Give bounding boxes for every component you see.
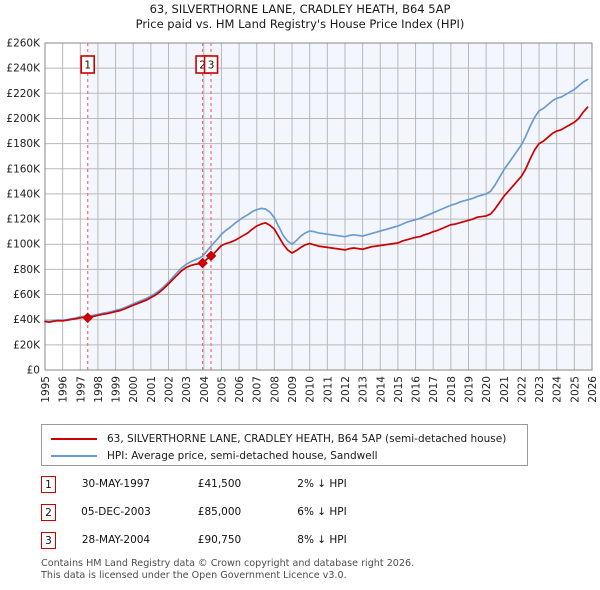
transaction-index-badge: 1 (41, 475, 56, 493)
x-axis-tick-label: 2015 (393, 376, 405, 403)
sale-marker-badge[interactable]: 1 (80, 55, 96, 74)
x-axis-tick-label: 2021 (499, 376, 511, 403)
copyright-footer: Contains HM Land Registry data © Crown c… (41, 558, 561, 581)
title-line-2: Price paid vs. HM Land Registry's House … (135, 17, 465, 31)
transaction-date: 30-MAY-1997 (81, 478, 151, 490)
sale-point-marker[interactable] (205, 250, 217, 262)
x-axis-tick-label: 2025 (569, 376, 581, 403)
x-axis-tick-label: 1999 (111, 376, 123, 403)
transaction-index-badge: 3 (41, 531, 56, 549)
x-axis-tick-label: 2018 (446, 376, 458, 403)
transaction-hpi-delta: 6% ↓ HPI (297, 506, 347, 518)
y-axis-tick-label: £100K (6, 239, 41, 251)
x-axis-tick-label: 2016 (411, 376, 423, 403)
y-axis-tick-label: £20K (13, 339, 41, 351)
series-line-price-paid (44, 106, 589, 324)
x-axis-tick-label: 2008 (269, 376, 281, 403)
table-row[interactable]: 3 28-MAY-2004 £90,750 8% ↓ HPI (41, 526, 561, 554)
x-axis-tick-label: 2023 (534, 376, 546, 403)
y-axis-tick-label: £180K (6, 138, 41, 150)
transaction-date: 05-DEC-2003 (81, 506, 151, 518)
legend-item-price-paid: 63, SILVERTHORNE LANE, CRADLEY HEATH, B6… (42, 430, 527, 447)
transaction-price: £85,000 (197, 506, 242, 518)
x-axis-tick-label: 2022 (516, 376, 528, 403)
table-row[interactable]: 1 30-MAY-1997 £41,500 2% ↓ HPI (41, 470, 561, 498)
y-axis-tick-label: £140K (6, 188, 41, 200)
x-axis-tick-label: 2020 (481, 376, 493, 403)
transactions-table: 1 30-MAY-1997 £41,500 2% ↓ HPI 2 05-DEC-… (41, 470, 561, 554)
y-axis-tick-label: £0 (27, 365, 40, 377)
transaction-date: 28-MAY-2004 (81, 534, 151, 546)
footer-line-1: Contains HM Land Registry data © Crown c… (41, 558, 415, 569)
x-axis-tick-label: 2014 (375, 376, 387, 403)
y-axis-tick-label: £200K (6, 113, 41, 125)
y-axis-tick-label: £40K (13, 314, 41, 326)
sale-point-marker[interactable] (82, 312, 94, 324)
x-axis-tick-label: 2012 (340, 376, 352, 403)
x-axis-tick-label: 2002 (164, 376, 176, 403)
y-axis-tick-label: £80K (13, 264, 41, 276)
x-axis-tick-label: 2011 (322, 376, 334, 403)
page-title: 63, SILVERTHORNE LANE, CRADLEY HEATH, B6… (0, 2, 600, 32)
x-axis-tick-label: 2017 (428, 376, 440, 403)
series-line-hpi (44, 78, 589, 323)
legend-swatch-price-paid (51, 437, 97, 440)
transaction-index-badge: 2 (41, 503, 56, 521)
x-axis-tick-label: 2001 (146, 376, 158, 403)
x-axis-tick-label: 2013 (358, 376, 370, 403)
x-axis-tick-label: 2009 (287, 376, 299, 403)
x-axis-tick-label: 2003 (181, 376, 193, 403)
sale-marker-number: 1 (84, 60, 91, 72)
title-line-1: 63, SILVERTHORNE LANE, CRADLEY HEATH, B6… (149, 2, 451, 16)
x-axis-tick-label: 2000 (128, 376, 140, 403)
sale-point-marker[interactable] (197, 257, 208, 269)
x-axis-tick-label: 2024 (552, 376, 564, 403)
y-axis-tick-label: £220K (6, 88, 41, 100)
legend-swatch-hpi (51, 454, 97, 457)
legend-item-hpi: HPI: Average price, semi-detached house,… (42, 447, 527, 464)
x-axis-tick-label: 2010 (305, 376, 317, 403)
x-axis-tick-label: 2026 (587, 376, 599, 403)
y-axis-tick-label: £160K (6, 163, 41, 175)
y-axis-tick-label: £260K (6, 38, 41, 50)
transaction-price: £90,750 (197, 534, 242, 546)
x-axis-tick-label: 2006 (234, 376, 246, 403)
x-axis-tick-label: 1996 (58, 376, 70, 403)
chart-legend: 63, SILVERTHORNE LANE, CRADLEY HEATH, B6… (41, 424, 528, 466)
transaction-hpi-delta: 2% ↓ HPI (297, 478, 347, 490)
sale-marker-badge[interactable]: 3 (203, 55, 219, 74)
table-row[interactable]: 2 05-DEC-2003 £85,000 6% ↓ HPI (41, 498, 561, 526)
y-axis-tick-label: £240K (6, 63, 41, 75)
x-axis-tick-label: 1998 (93, 376, 105, 403)
chart-svg: £0 £20K £40K £60K £80K £100K £120K £140K £160K £1… (6, 38, 599, 403)
x-axis-tick-label: 1997 (75, 376, 87, 403)
legend-label-hpi: HPI: Average price, semi-detached house,… (107, 449, 378, 462)
x-axis-tick-label: 2019 (463, 376, 475, 403)
transaction-price: £41,500 (197, 478, 242, 490)
footer-line-2: This data is licensed under the Open Gov… (41, 569, 347, 581)
x-axis-tick-label: 2007 (252, 376, 264, 403)
legend-label-price-paid: 63, SILVERTHORNE LANE, CRADLEY HEATH, B6… (107, 432, 507, 445)
x-axis-tick-label: 2004 (199, 376, 211, 403)
transaction-hpi-delta: 8% ↓ HPI (297, 534, 347, 546)
price-history-chart: £0 £20K £40K £60K £80K £100K £120K £140K £160K £1… (0, 36, 600, 416)
x-axis-tick-label: 2005 (216, 376, 228, 403)
y-axis-tick-label: £120K (6, 214, 41, 226)
y-axis-tick-label: £60K (13, 289, 41, 301)
sale-marker-number: 2 (199, 60, 206, 72)
sale-marker-number: 3 (208, 60, 215, 72)
x-axis-tick-label: 1995 (40, 376, 52, 403)
